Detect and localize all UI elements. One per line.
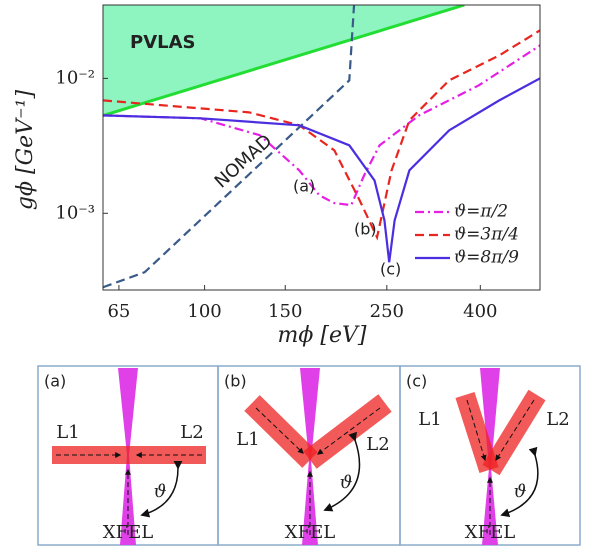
y-tick-label: 10⁻² [55, 67, 95, 88]
annotation: (a) [293, 177, 315, 196]
source-label: XFEL [285, 522, 335, 543]
y-tick-label: 10⁻³ [55, 202, 95, 223]
x-tick-label: 150 [268, 301, 302, 322]
panel-label: (b) [224, 372, 247, 391]
series-name: NOMAD [211, 130, 277, 192]
series-name: PVLAS [130, 32, 196, 53]
beam-label: L1 [418, 409, 441, 430]
beam-label: L2 [180, 422, 203, 443]
line [103, 29, 540, 241]
source-label: XFEL [103, 522, 153, 543]
plot: 65 100 150 250 400 10⁻³ 10⁻² mϕ [eV] gϕ [GeV⁻¹] P… [13, 4, 541, 348]
beam-label: L2 [366, 434, 389, 455]
laser-beam [482, 389, 546, 476]
x-axis-label: mϕ [eV] [278, 323, 367, 348]
beam-label: L1 [236, 429, 259, 450]
angle-arrow [140, 460, 183, 518]
line [103, 44, 540, 207]
beam-label: L2 [546, 409, 569, 430]
panels: (a) L1 L2 ϑ XFEL (b) L1 L2 ϑ XFEL (c) L1… [37, 365, 581, 546]
angle-arrow [323, 431, 361, 512]
source-label: XFEL [465, 522, 515, 543]
legend-label: ϑ=8π/9 [454, 248, 519, 268]
panel-label: (a) [44, 372, 66, 391]
arrow [255, 407, 304, 454]
series-layer [103, 5, 540, 289]
line [103, 5, 465, 118]
panel-label: (c) [406, 372, 427, 391]
beam-label: L1 [56, 422, 79, 443]
angle-arrow [500, 446, 539, 518]
x-tick-label: 65 [107, 301, 130, 322]
angle-label: ϑ [154, 481, 167, 502]
angle-label: ϑ [340, 472, 353, 493]
axes-frame [102, 4, 541, 291]
arrow [466, 399, 487, 462]
laser-beam [52, 446, 206, 464]
y-axis-label: gϕ [GeV⁻¹] [13, 90, 38, 211]
x-tick-label: 250 [370, 301, 404, 322]
x-tick-label: 400 [463, 301, 497, 322]
arrow [495, 399, 535, 462]
annotation: (b) [354, 220, 377, 239]
legend-label: ϑ=3π/4 [454, 225, 519, 245]
line [103, 77, 540, 263]
line [103, 5, 356, 289]
annotation: (c) [380, 260, 401, 279]
angle-label: ϑ [514, 481, 527, 502]
legend-label: ϑ=π/2 [454, 202, 508, 222]
x-tick-label: 100 [187, 301, 221, 322]
